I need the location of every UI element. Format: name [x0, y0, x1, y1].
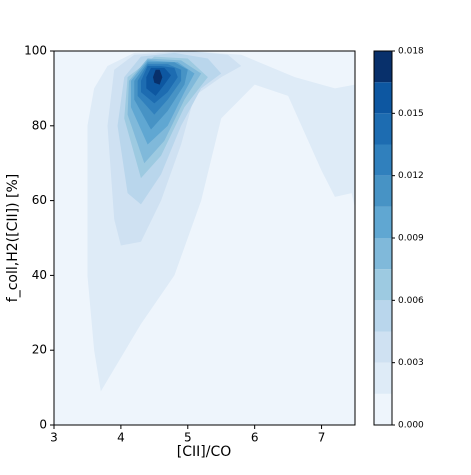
x-tick-label: 5	[184, 431, 192, 445]
colorbar-band	[374, 144, 392, 176]
x-tick-label: 7	[318, 431, 326, 445]
contour-band	[152, 69, 163, 85]
colorbar-band	[374, 51, 392, 83]
colorbar-tick-label: 0.003	[398, 358, 424, 368]
plot-frame	[53, 50, 356, 426]
colorbar-tick-label: 0.006	[398, 296, 424, 306]
colorbar-band	[374, 113, 392, 145]
colorbar-band	[374, 175, 392, 207]
y-tick-label: 60	[32, 193, 47, 207]
y-tick-label: 40	[32, 268, 47, 282]
x-axis-label: [CII]/CO	[177, 444, 231, 460]
y-tick-label: 100	[24, 44, 47, 58]
colorbar-band	[374, 300, 392, 332]
colorbar-band	[374, 362, 392, 394]
colorbar-tick-label: 0.000	[398, 421, 424, 431]
colorbar-band	[374, 269, 392, 301]
x-tick-label: 3	[50, 431, 58, 445]
colorbar-band	[374, 82, 392, 114]
colorbar-band	[374, 331, 392, 363]
y-tick-label: 0	[39, 418, 47, 432]
x-tick-label: 6	[251, 431, 259, 445]
colorbar-tick-label: 0.018	[398, 47, 424, 57]
colorbar-band	[374, 393, 392, 425]
y-tick-label: 80	[32, 118, 47, 132]
y-tick-label: 20	[32, 343, 47, 357]
x-tick-label: 4	[117, 431, 125, 445]
y-axis-label: f_coll,H2([CII]) [%]	[5, 174, 21, 302]
colorbar-band	[374, 206, 392, 238]
colorbar-tick-label: 0.009	[398, 234, 424, 244]
colorbar-band	[374, 238, 392, 270]
colorbar-tick-label: 0.015	[398, 109, 424, 119]
colorbar-tick-label: 0.012	[398, 171, 424, 181]
